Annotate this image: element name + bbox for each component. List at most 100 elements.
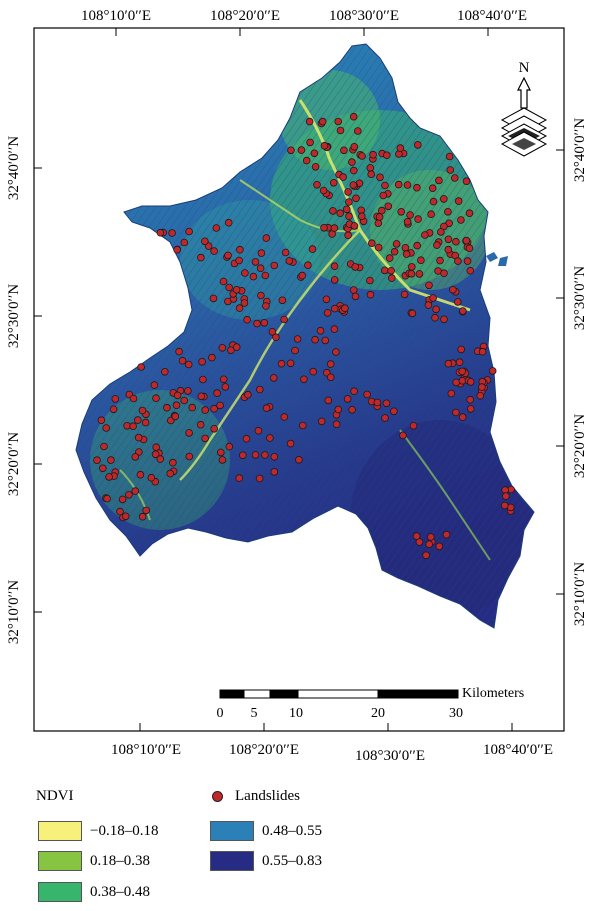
landslide-point: [319, 186, 328, 195]
ndvi-swatch: [210, 821, 254, 841]
landslide-point: [366, 276, 374, 285]
ndvi-class-item: −0.18–0.18: [38, 821, 158, 841]
landslide-point: [478, 383, 486, 391]
landslide-point: [369, 150, 377, 159]
landslide-point: [343, 395, 352, 403]
landslide-point: [260, 318, 269, 327]
landslide-point: [326, 373, 335, 382]
landslide-point: [462, 236, 471, 245]
landslide-point: [321, 336, 330, 345]
landslide-point: [257, 291, 265, 300]
scale-bar: Kilometers 0 5 10 20 30: [217, 686, 525, 721]
landslide-point: [334, 405, 343, 414]
landslide-point: [452, 237, 460, 246]
landslide-point: [415, 270, 424, 278]
landslide-point: [444, 208, 452, 216]
landslide-point: [147, 473, 156, 482]
landslide-points: [93, 112, 515, 560]
landslide-point: [152, 394, 160, 403]
landslide-point: [185, 452, 194, 461]
landslide-point: [435, 542, 444, 551]
north-arrow-icon: N: [500, 60, 548, 157]
landslide-point: [134, 433, 143, 442]
landslide-point: [178, 356, 187, 365]
landslide-point: [213, 389, 221, 397]
landslide-point: [255, 385, 264, 394]
landslide-point: [175, 347, 183, 356]
landslide-point: [488, 367, 497, 375]
landslide-point: [308, 245, 317, 253]
landslide-point: [400, 290, 409, 299]
landslide-point: [330, 276, 339, 284]
landslide-point: [422, 551, 430, 560]
landslide-point: [330, 262, 339, 271]
landslide-point: [320, 224, 328, 232]
landslide-point: [426, 533, 435, 541]
right-lat-label: 32°20′0′′N: [572, 414, 588, 478]
landslide-point: [403, 218, 412, 226]
landslide-point: [465, 244, 474, 253]
landslide-point: [116, 507, 124, 516]
landslide-point: [99, 464, 107, 473]
landslide-point: [105, 473, 113, 481]
landslide-point: [156, 455, 165, 463]
ndvi-class-item: 0.55–0.83: [210, 851, 322, 871]
landslide-point: [401, 244, 410, 252]
landslide-point: [344, 231, 352, 240]
landslide-point: [212, 224, 221, 232]
landslide-point: [168, 229, 176, 237]
landslide-point: [320, 141, 329, 150]
landslide-point: [358, 152, 366, 160]
landslide-point: [414, 215, 422, 223]
landslide-point: [425, 281, 433, 290]
landslide-point: [379, 191, 388, 200]
north-label: N: [519, 60, 530, 76]
landslide-point: [367, 170, 376, 179]
landslide-point: [436, 256, 444, 265]
landslide-point: [185, 227, 193, 236]
landslide-point: [131, 487, 140, 495]
landslide-point: [322, 295, 331, 304]
landslide-point: [141, 418, 150, 427]
landslide-point: [465, 209, 474, 218]
landslide-point: [453, 298, 462, 306]
landslide-point: [197, 253, 205, 262]
landslide-point: [332, 348, 340, 356]
landslide-point: [462, 177, 471, 186]
landslide-point: [268, 327, 277, 336]
right-lat-label: 32°40′0′′N: [572, 118, 588, 182]
landslide-point: [380, 266, 389, 275]
scale-label: 30: [449, 706, 463, 721]
landslide-point: [227, 346, 235, 355]
landslide-point: [261, 451, 269, 459]
landslide-point: [478, 347, 487, 356]
landslide-dot-icon: [212, 791, 223, 802]
landslide-point: [431, 313, 439, 322]
ndvi-class-item: 0.38–0.48: [38, 882, 150, 902]
landslide-point: [446, 166, 455, 174]
landslide-point: [261, 271, 270, 280]
landslide-point: [295, 455, 303, 464]
landslide-point: [280, 413, 289, 421]
landslide-point: [444, 245, 453, 254]
landslide-point: [201, 406, 210, 414]
landslide-point: [298, 271, 307, 280]
landslide-point: [138, 406, 147, 415]
landslide-point: [374, 243, 383, 252]
landslide-point: [385, 254, 394, 262]
landslide-point: [235, 304, 244, 312]
landslide-point: [452, 408, 460, 417]
ndvi-swatch: [38, 882, 82, 902]
landslide-point: [458, 307, 467, 315]
top-lon-label: 108°30′0′′E: [329, 8, 399, 24]
grid-ticks: [34, 28, 564, 731]
landslides-label: Landslides: [235, 788, 300, 804]
landslide-point: [330, 224, 339, 232]
landslide-point: [417, 256, 425, 265]
landslide-point: [396, 144, 405, 152]
landslide-point: [161, 367, 169, 376]
landslide-point: [107, 456, 115, 464]
landslide-point: [100, 442, 108, 451]
landslide-point: [339, 173, 347, 181]
landslide-point: [502, 492, 510, 500]
